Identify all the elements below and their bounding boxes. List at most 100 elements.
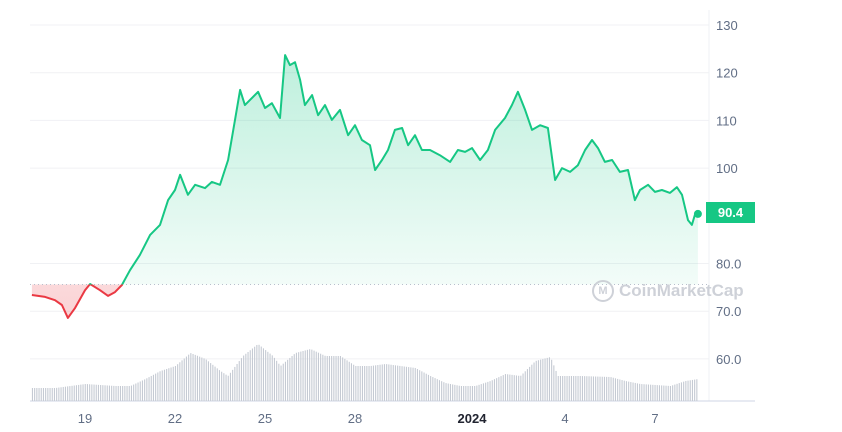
volume-bar (335, 356, 337, 401)
volume-bar (199, 356, 201, 401)
watermark-text: CoinMarketCap (619, 281, 744, 300)
volume-bar (82, 384, 84, 401)
volume-bar (643, 384, 645, 401)
y-tick-label: 100 (716, 161, 738, 176)
volume-bar (234, 366, 236, 401)
volume-bar (238, 361, 240, 401)
volume-bar (49, 388, 51, 401)
volume-bar (95, 384, 97, 401)
volume-bar (368, 366, 370, 401)
volume-bar (86, 384, 88, 401)
volume-bar (254, 346, 256, 401)
volume-bar (559, 376, 561, 401)
y-tick-label: 120 (716, 66, 738, 81)
x-tick-label: 7 (651, 411, 658, 426)
volume-bar (610, 377, 612, 401)
volume-bar (691, 379, 693, 401)
volume-bar (689, 380, 691, 401)
volume-bar (676, 383, 678, 401)
volume-bar (370, 365, 372, 401)
volume-bar (236, 364, 238, 401)
volume-bar (280, 365, 282, 401)
volume-bar (489, 381, 491, 401)
volume-bar (249, 350, 251, 401)
volume-bars (31, 344, 698, 401)
volume-bar (221, 371, 223, 401)
volume-bar (669, 385, 671, 401)
volume-bar (122, 386, 124, 401)
volume-bar (62, 386, 64, 401)
volume-bar (652, 384, 654, 401)
volume-bar (502, 375, 504, 401)
volume-bar (696, 379, 698, 401)
volume-bar (388, 364, 390, 401)
volume-bar (392, 365, 394, 401)
volume-bar (522, 373, 524, 401)
volume-bar (315, 351, 317, 401)
volume-bar (172, 366, 174, 401)
volume-bar (344, 358, 346, 401)
volume-bar (375, 365, 377, 401)
x-tick-label: 2024 (458, 411, 488, 426)
volume-bar (348, 361, 350, 401)
volume-bar (555, 370, 557, 401)
volume-bar (342, 357, 344, 401)
volume-bar (658, 385, 660, 401)
volume-bar (546, 357, 548, 401)
volume-bar (289, 357, 291, 401)
volume-bar (287, 359, 289, 401)
volume-bar (104, 385, 106, 401)
volume-bar (51, 388, 53, 401)
volume-bar (445, 383, 447, 401)
volume-bar (441, 381, 443, 401)
volume-bar (465, 386, 467, 401)
volume-bar (53, 388, 55, 401)
volume-bar (405, 366, 407, 401)
volume-bar (75, 385, 77, 401)
volume-bar (313, 350, 315, 401)
volume-bar (73, 385, 75, 401)
volume-bar (71, 385, 73, 401)
volume-bar (456, 385, 458, 401)
volume-bar (645, 384, 647, 401)
volume-bar (139, 381, 141, 401)
volume-bar (372, 365, 374, 401)
volume-bar (366, 366, 368, 401)
volume-bar (106, 385, 108, 401)
volume-bar (205, 359, 207, 401)
volume-bar (564, 376, 566, 401)
volume-bar (45, 388, 47, 401)
volume-bar (91, 384, 93, 401)
volume-bar (526, 369, 528, 401)
volume-bar (641, 384, 643, 401)
volume-bar (337, 356, 339, 401)
volume-bar (537, 360, 539, 401)
volume-bar (328, 356, 330, 401)
volume-bar (427, 374, 429, 401)
volume-bar (126, 386, 128, 401)
y-tick-label: 80.0 (716, 257, 741, 272)
volume-bar (476, 385, 478, 401)
volume-bar (403, 366, 405, 401)
volume-bar (232, 369, 234, 401)
volume-bar (282, 363, 284, 401)
volume-bar (447, 383, 449, 401)
volume-bar (229, 372, 231, 401)
volume-bar (31, 388, 33, 401)
volume-bar (570, 376, 572, 401)
volume-bar (36, 388, 38, 401)
volume-bar (361, 366, 363, 401)
volume-bar (575, 376, 577, 401)
volume-bar (247, 352, 249, 401)
volume-bar (634, 382, 636, 401)
volume-bar (577, 376, 579, 401)
volume-bar (324, 355, 326, 401)
volume-bar (471, 386, 473, 401)
volume-bar (185, 356, 187, 401)
y-axis: 130 120 110 100 80.0 70.0 60.0 (716, 18, 741, 367)
volume-bar (284, 361, 286, 401)
volume-bar (531, 364, 533, 401)
volume-bar (513, 375, 515, 401)
y-tick-label: 70.0 (716, 304, 741, 319)
volume-bar (421, 371, 423, 401)
